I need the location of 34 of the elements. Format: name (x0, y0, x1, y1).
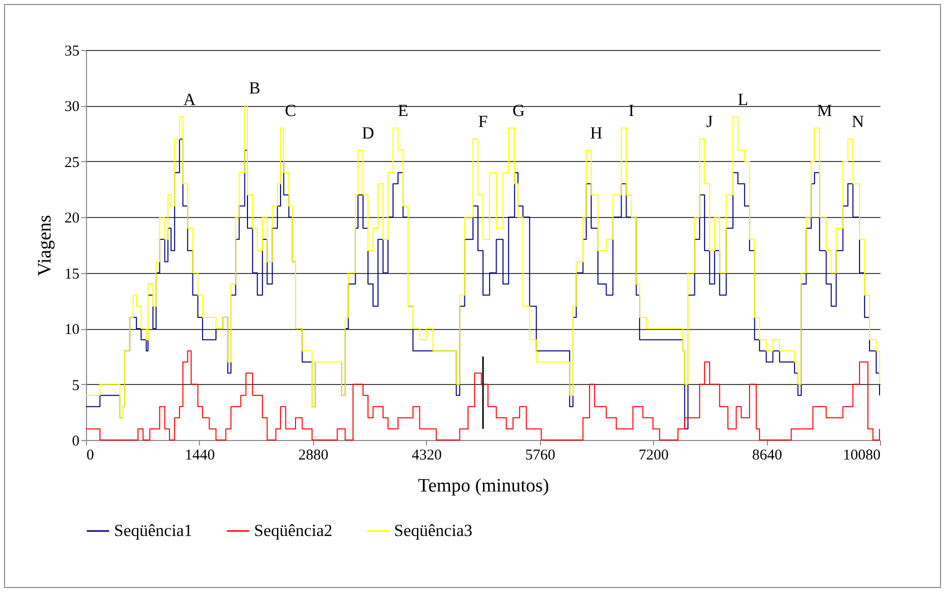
annotation: F (478, 112, 488, 132)
x-tick-label: 8640 (752, 448, 782, 464)
y-tick-label: 5 (72, 378, 80, 394)
y-tick-label: 20 (64, 210, 80, 227)
annotation: B (249, 78, 260, 98)
x-tick-label: 4320 (412, 448, 442, 464)
legend-label: Seqüência3 (394, 521, 472, 540)
legend-label: Seqüência1 (114, 521, 192, 540)
x-tick-label: 10080 (843, 448, 880, 464)
y-tick-label: 0 (72, 434, 80, 450)
y-tick-label: 15 (64, 266, 80, 282)
legend-label: Seqüência2 (254, 521, 332, 540)
annotation: M (816, 101, 832, 120)
y-tick-label: 25 (64, 154, 80, 171)
x-axis-title: Tempo (minutos) (418, 476, 550, 496)
y-tick-label: 35 (64, 44, 80, 60)
annotation: L (738, 90, 748, 109)
x-tick-label: 1440 (184, 448, 215, 464)
annotation: C (284, 101, 296, 120)
x-tick-label: 0 (86, 448, 94, 464)
annotation: N (852, 112, 864, 132)
annotation: I (628, 101, 634, 120)
x-tick-label: 7200 (638, 448, 669, 464)
y-axis-title: Viagens (34, 214, 56, 276)
y-tick-label: 30 (64, 99, 80, 116)
annotation: H (590, 123, 602, 142)
annotation: A (183, 90, 196, 109)
annotation: D (362, 123, 374, 142)
annotation: E (398, 101, 408, 120)
x-tick-label: 5760 (525, 448, 556, 464)
x-tick-label: 2880 (298, 448, 328, 464)
annotation: G (512, 101, 525, 120)
annotation: J (706, 112, 714, 132)
y-tick-label: 10 (64, 322, 80, 338)
